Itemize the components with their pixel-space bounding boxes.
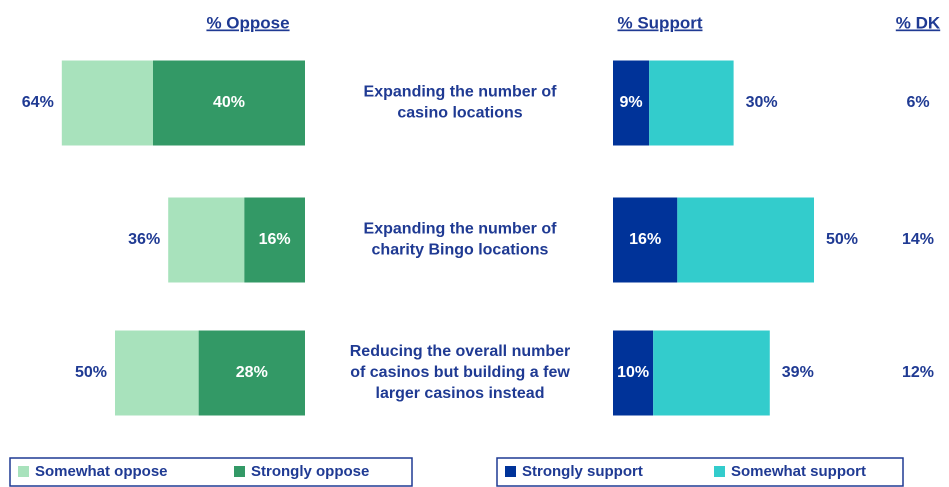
legend-label: Strongly oppose — [251, 463, 369, 480]
dk-label: 6% — [906, 94, 929, 111]
bar — [244, 197, 305, 283]
legend-swatch — [234, 466, 245, 477]
bar — [653, 330, 770, 416]
total-label: 36% — [128, 231, 160, 248]
category-label: casino locations — [397, 105, 522, 122]
category-label: larger casinos instead — [376, 385, 545, 402]
bar — [61, 60, 153, 146]
bar-label: 16% — [629, 231, 661, 248]
legend-box — [9, 457, 413, 487]
category-label: Expanding the number of — [364, 84, 558, 101]
legend-label: Somewhat oppose — [35, 463, 168, 480]
total-label: 30% — [746, 94, 778, 111]
legend-swatch — [18, 466, 29, 477]
bar — [115, 330, 199, 416]
category-label: Reducing the overall number — [350, 343, 570, 360]
oppose-header: % Oppose — [206, 13, 289, 32]
legend-box — [496, 457, 904, 487]
legend-label: Somewhat support — [731, 463, 866, 480]
bar-label: 40% — [213, 94, 245, 111]
total-label: 50% — [75, 364, 107, 381]
legend-label: Strongly support — [522, 463, 643, 480]
bar — [153, 60, 305, 146]
dk-label: 14% — [902, 231, 934, 248]
bar — [613, 197, 678, 283]
bar-label: 28% — [236, 364, 268, 381]
bar — [613, 330, 654, 416]
bar-label: 10% — [617, 364, 649, 381]
legend-swatch — [714, 466, 725, 477]
bar-label: 16% — [259, 231, 291, 248]
support-header: % Support — [618, 13, 703, 32]
bar — [677, 197, 814, 283]
bar — [649, 60, 734, 146]
bar — [198, 330, 305, 416]
category-label: charity Bingo locations — [372, 242, 549, 259]
bar — [613, 60, 650, 146]
total-label: 39% — [782, 364, 814, 381]
bar — [168, 197, 245, 283]
dk-header: % DK — [896, 13, 941, 32]
total-label: 64% — [22, 94, 54, 111]
legend-swatch — [505, 466, 516, 477]
category-label: Expanding the number of — [364, 221, 558, 238]
category-label: of casinos but building a few — [350, 364, 570, 381]
dk-label: 12% — [902, 364, 934, 381]
bar-label: 9% — [620, 94, 643, 111]
total-label: 50% — [826, 231, 858, 248]
